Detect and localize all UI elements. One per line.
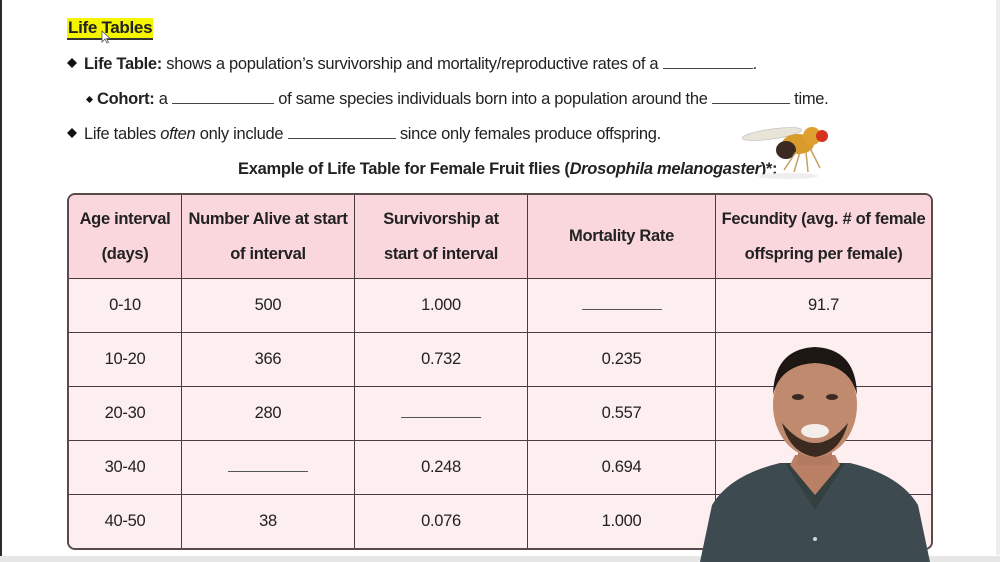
fill-blank[interactable] — [171, 89, 274, 104]
page-title: Life Tables — [67, 18, 154, 40]
mouse-cursor-icon — [101, 30, 111, 44]
cell-number-alive: 38 — [181, 494, 355, 548]
cell-number-alive-blank[interactable] — [181, 440, 355, 495]
bottom-bar — [0, 556, 1000, 562]
cohort-text: time. — [794, 90, 829, 108]
diamond-bullet-icon — [67, 58, 77, 68]
table-row: 20-30 280 0.557 — [69, 386, 931, 441]
header-age-interval: Age interval (days) — [69, 195, 182, 279]
life-table: Age interval (days) Number Alive at start… — [67, 193, 933, 550]
table-row: 10-20 366 0.732 0.235 — [69, 332, 931, 387]
cell-survivorship: 0.076 — [354, 494, 528, 548]
fill-blank[interactable] — [287, 124, 396, 139]
term-life-table: Life Table: — [84, 55, 162, 73]
cell-age: 30-40 — [69, 440, 182, 495]
cell-mortality: 0.557 — [527, 386, 716, 441]
cell-mortality: 0.235 — [527, 332, 716, 387]
header-fecundity: Fecundity (avg. # of female offspring per… — [715, 195, 931, 279]
often-text: only include — [199, 125, 284, 143]
cell-age: 40-50 — [69, 494, 182, 548]
cell-number-alive: 366 — [181, 332, 355, 387]
table-row: 0-10 500 1.000 91.7 — [69, 278, 931, 333]
bullet-often: Life tables often only include since onl… — [67, 124, 661, 144]
table-header-row: Age interval (days) Number Alive at start… — [69, 195, 931, 279]
cell-survivorship: 1.000 — [354, 278, 528, 333]
table-caption: Example of Life Table for Female Fruit f… — [238, 160, 778, 179]
header-number-alive: Number Alive at start of interval — [181, 195, 355, 279]
presenter-video-overlay — [700, 347, 930, 562]
often-text: since only females produce offspring. — [399, 125, 661, 143]
header-mortality-rate: Mortality Rate — [527, 195, 716, 279]
period: . — [752, 55, 758, 73]
fill-blank[interactable] — [711, 89, 790, 104]
term-cohort: Cohort: — [97, 90, 155, 108]
table-row: 30-40 0.248 0.694 — [69, 440, 931, 495]
often-text: Life tables — [84, 125, 156, 143]
bullet-cohort: Cohort: a of same species individuals bo… — [86, 89, 829, 109]
fill-blank[interactable] — [662, 54, 753, 69]
diamond-bullet-icon — [67, 128, 77, 138]
cell-survivorship: 0.732 — [354, 332, 528, 387]
left-edge — [0, 0, 2, 562]
cell-age: 20-30 — [69, 386, 182, 441]
cell-survivorship-blank[interactable] — [354, 386, 528, 441]
caption-species: Drosophila melanogaster — [569, 160, 761, 178]
cell-number-alive: 280 — [181, 386, 355, 441]
diamond-bullet-icon — [86, 96, 93, 103]
header-survivorship: Survivorship at start of interval — [354, 195, 528, 279]
cell-fecundity: 91.7 — [715, 278, 931, 333]
caption-prefix: Example of Life Table for Female Fruit f… — [238, 160, 570, 178]
cell-survivorship: 0.248 — [354, 440, 528, 495]
cell-mortality-blank[interactable] — [527, 278, 716, 333]
fruit-fly-icon — [741, 127, 828, 179]
cell-mortality: 0.694 — [527, 440, 716, 495]
scrollbar-track[interactable] — [996, 0, 1000, 555]
cohort-text: of same species individuals born into a … — [278, 90, 708, 108]
cell-age: 0-10 — [69, 278, 182, 333]
cohort-text: a — [158, 90, 168, 108]
often-emphasis: often — [160, 125, 196, 143]
cell-age: 10-20 — [69, 332, 182, 387]
life-table-definition: shows a population’s survivorship and mo… — [166, 55, 659, 73]
bullet-life-table: Life Table: shows a population’s survivo… — [67, 54, 757, 74]
cell-number-alive: 500 — [181, 278, 355, 333]
cell-mortality: 1.000 — [527, 494, 716, 548]
